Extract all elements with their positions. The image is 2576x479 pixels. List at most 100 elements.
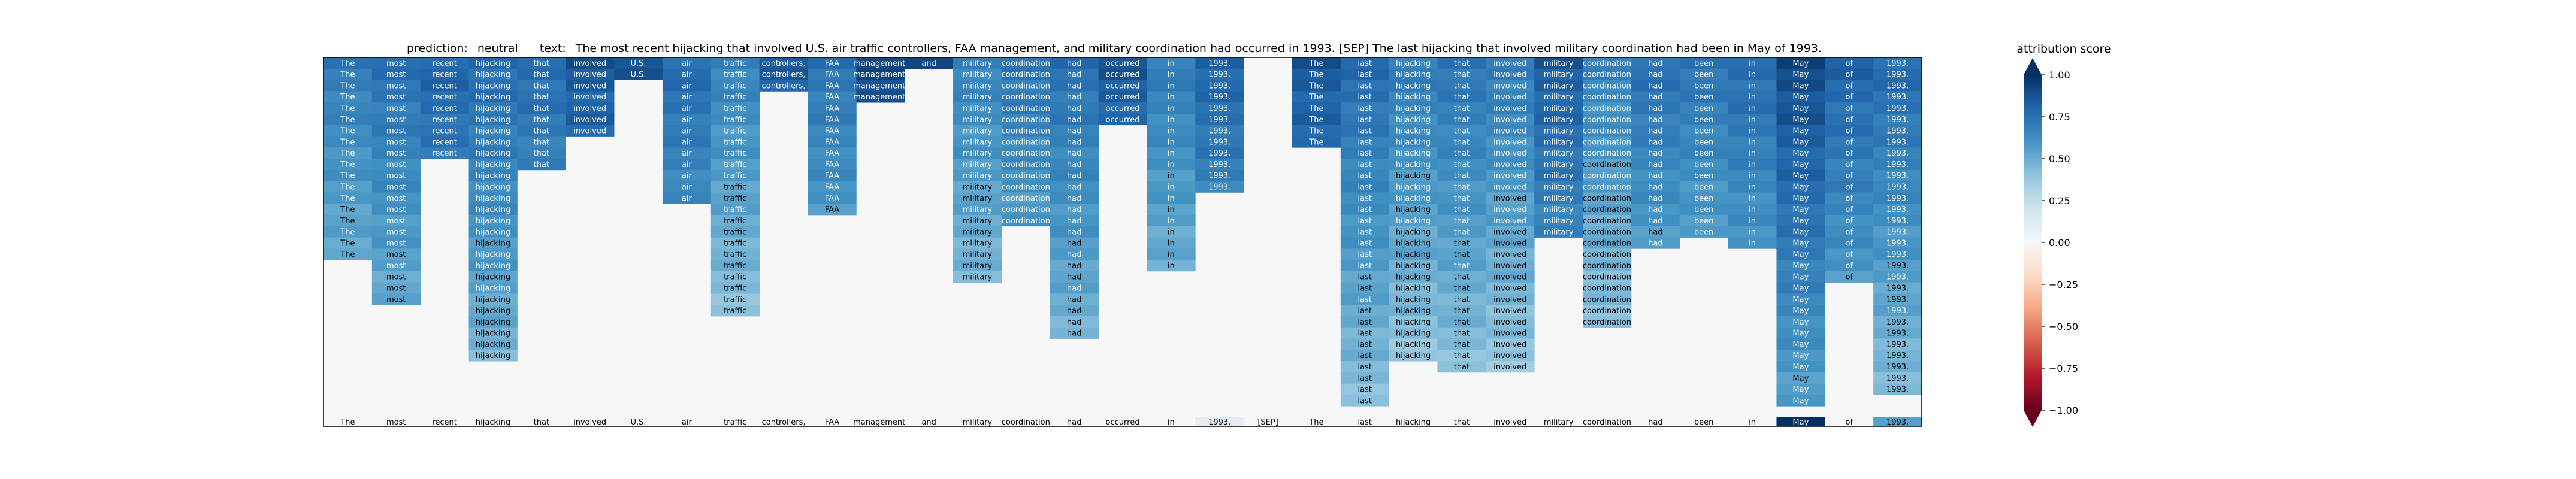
heatmap-cell-token: traffic	[724, 127, 746, 136]
heatmap-cell	[1486, 102, 1535, 114]
heatmap-cell-token: that	[1454, 81, 1470, 90]
heatmap-cell-token: most	[386, 104, 406, 113]
heatmap-cell-token: recent	[432, 59, 457, 68]
heatmap-cell	[1679, 136, 1729, 148]
heatmap-cell	[662, 159, 712, 171]
heatmap-cell-token: hijacking	[1396, 250, 1431, 259]
heatmap-cell	[710, 248, 760, 260]
heatmap-cell	[808, 125, 857, 137]
heatmap-cell-token: recent	[432, 104, 457, 113]
heatmap-cell	[1001, 192, 1051, 204]
heatmap-cell	[1340, 361, 1390, 373]
heatmap-cell-token: military	[963, 71, 993, 80]
bottom-row-cell	[1292, 417, 1341, 426]
heatmap-cell-token: most	[386, 160, 406, 169]
heatmap-cell-token: hijacking	[476, 127, 510, 136]
heatmap-cell	[1631, 226, 1680, 238]
heatmap-cell-token: in	[1168, 116, 1175, 125]
heatmap-cell	[1001, 214, 1051, 227]
heatmap-cell-token: FAA	[825, 138, 840, 147]
heatmap-cell-token: May	[1792, 160, 1809, 169]
heatmap-cell	[1486, 327, 1535, 339]
heatmap-cell-token: last	[1358, 307, 1372, 316]
heatmap-cell-token: controllers,	[762, 59, 806, 68]
bottom-row-cell	[1195, 417, 1244, 426]
heatmap-cell-token: involved	[573, 81, 606, 90]
heatmap-cell-token: May	[1792, 295, 1809, 304]
heatmap-cell-token: 1993.	[1886, 351, 1909, 360]
heatmap-cell	[1583, 214, 1632, 227]
heatmap-cell	[1873, 159, 1922, 171]
heatmap-cell	[371, 80, 421, 92]
heatmap-cell	[662, 68, 712, 80]
heatmap-cell-token: 1993.	[1886, 307, 1909, 316]
heatmap-cell	[517, 80, 566, 92]
heatmap-cell-token: in	[1749, 149, 1756, 158]
heatmap-cell-token: traffic	[724, 81, 746, 90]
heatmap-cell-token: military	[963, 228, 993, 237]
bottom-row-cell	[1098, 417, 1147, 426]
heatmap-cell-token: most	[386, 59, 406, 68]
heatmap-cell-token: military	[963, 116, 993, 125]
heatmap-cell-token: military	[963, 183, 993, 192]
heatmap-cell-token: involved	[1493, 149, 1526, 158]
heatmap-cell-token: 1993.	[1886, 273, 1909, 282]
heatmap-cell	[323, 169, 373, 181]
heatmap-cell	[1195, 181, 1244, 193]
heatmap-cell	[1583, 271, 1632, 283]
heatmap-cell	[1825, 136, 1874, 148]
heatmap-cell	[1583, 181, 1632, 193]
heatmap-cell-token: air	[682, 104, 693, 113]
heatmap-cell	[1873, 147, 1922, 159]
heatmap-cell-token: May	[1792, 284, 1809, 293]
heatmap-cell	[517, 147, 566, 159]
bottom-row-token: occurred	[1106, 418, 1140, 427]
heatmap-cell-token: been	[1694, 104, 1714, 113]
heatmap-cell	[1050, 192, 1099, 204]
heatmap-cell	[662, 136, 712, 148]
heatmap-cell	[1534, 181, 1583, 193]
heatmap-cell-token: been	[1694, 116, 1714, 125]
heatmap-cell-token: May	[1792, 104, 1809, 113]
heatmap-cell-token: hijacking	[1396, 318, 1431, 327]
heatmap-cell	[1873, 350, 1922, 362]
heatmap-cell-token: had	[1648, 127, 1662, 136]
heatmap-cell-token: 1993.	[1886, 59, 1909, 68]
heatmap-cell-token: coordination	[1583, 228, 1631, 237]
heatmap-cell-token: 1993.	[1886, 93, 1909, 102]
heatmap-cell	[371, 237, 421, 249]
heatmap-cell-token: had	[1648, 228, 1662, 237]
heatmap-cell-token: of	[1845, 81, 1853, 90]
heatmap-cell-token: that	[534, 71, 549, 80]
heatmap-cell	[759, 57, 808, 69]
heatmap-cell-token: hijacking	[1396, 217, 1431, 226]
heatmap-cell-token: May	[1792, 374, 1809, 383]
heatmap-cell	[1147, 113, 1196, 126]
heatmap-cell	[1631, 125, 1680, 137]
heatmap-cell	[1195, 80, 1244, 92]
heatmap-cell-token: military	[1544, 138, 1574, 147]
heatmap-cell-token: military	[963, 104, 993, 113]
heatmap-cell	[420, 68, 469, 80]
heatmap-cell	[1534, 159, 1583, 171]
heatmap-cell	[1825, 169, 1874, 181]
heatmap-cell-token: last	[1358, 81, 1372, 90]
bottom-row-cell	[1389, 417, 1438, 426]
heatmap-cell-token: military	[963, 93, 993, 102]
heatmap-cell-token: FAA	[825, 194, 840, 203]
heatmap-cell	[1340, 395, 1390, 407]
heatmap-cell	[1437, 293, 1486, 305]
heatmap-cell-token: recent	[432, 149, 457, 158]
heatmap-cell	[1340, 159, 1390, 171]
heatmap-cell	[710, 237, 760, 249]
heatmap-cell	[468, 169, 518, 181]
heatmap-cell-token: air	[682, 127, 693, 136]
heatmap-cell	[1389, 237, 1438, 249]
heatmap-cell-token: involved	[1493, 318, 1526, 327]
heatmap-cell-token: FAA	[825, 59, 840, 68]
heatmap-cell-token: involved	[1493, 351, 1526, 360]
heatmap-cell	[662, 181, 712, 193]
heatmap-cell-token: of	[1845, 183, 1853, 192]
heatmap-cell	[1825, 125, 1874, 137]
heatmap-cell-token: that	[1454, 284, 1470, 293]
